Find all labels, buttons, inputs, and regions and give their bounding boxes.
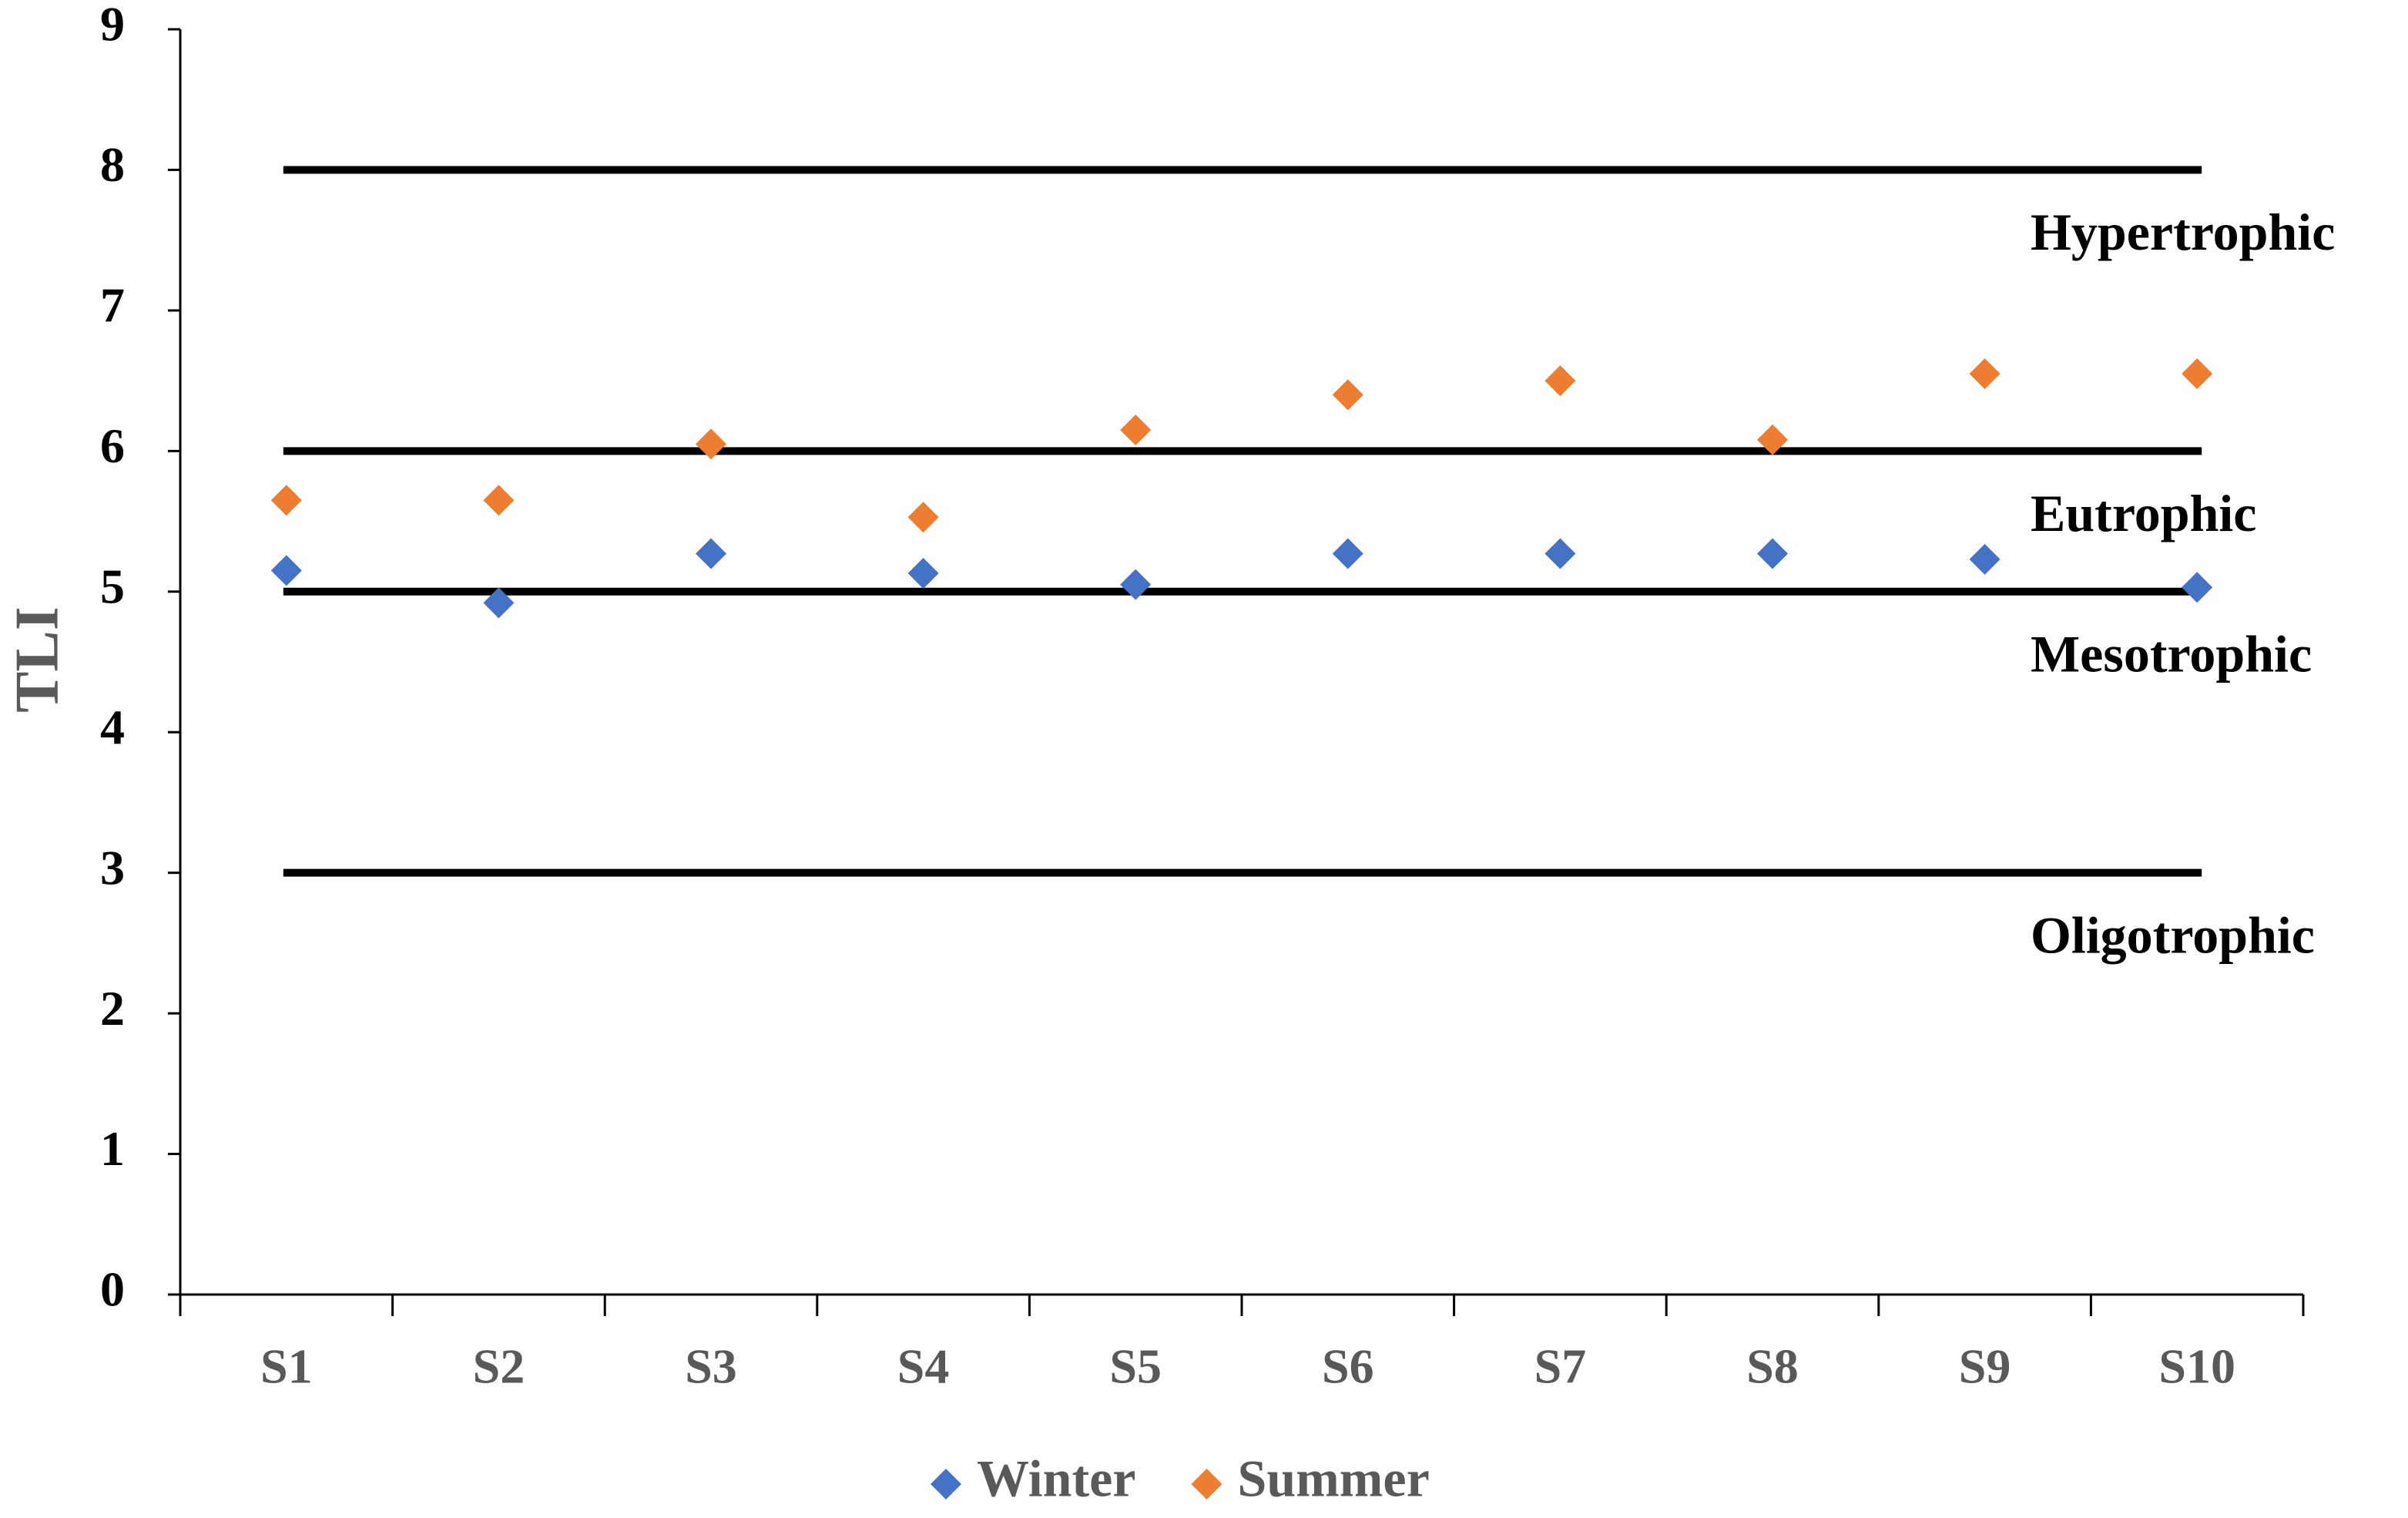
zone-label: Oligotrophic (2031, 905, 2315, 964)
x-tick-label: S6 (1322, 1339, 1374, 1394)
x-tick-label: S8 (1746, 1339, 1799, 1394)
y-tick-label: 8 (100, 137, 125, 192)
data-point (270, 555, 302, 586)
y-tick-label: 2 (100, 981, 125, 1036)
y-tick-label: 9 (100, 0, 125, 52)
data-point (907, 502, 939, 533)
data-point (907, 558, 939, 589)
y-tick-label: 3 (100, 840, 125, 895)
y-tick-label: 1 (100, 1121, 125, 1176)
data-point (2182, 572, 2213, 603)
data-point (1544, 365, 1576, 397)
x-tick-label: S4 (897, 1339, 950, 1394)
legend-marker (1191, 1469, 1222, 1500)
data-point (1120, 414, 1152, 445)
y-tick-label: 0 (100, 1262, 125, 1317)
data-point (483, 587, 515, 619)
data-point (696, 538, 726, 569)
x-tick-label: S7 (1534, 1339, 1587, 1394)
data-point (1544, 538, 1576, 569)
x-tick-label: S10 (2158, 1339, 2235, 1394)
x-tick-label: S3 (685, 1339, 737, 1394)
data-point (1969, 358, 2001, 389)
data-point (270, 485, 302, 516)
data-point (1332, 538, 1363, 569)
data-point (1757, 538, 1788, 569)
data-point (696, 428, 726, 460)
y-axis-label: TLI (3, 606, 71, 713)
data-point (483, 485, 515, 516)
legend-label: Winter (977, 1449, 1136, 1508)
x-tick-label: S9 (1959, 1339, 2011, 1394)
zone-label: Mesotrophic (2031, 624, 2312, 683)
y-tick-label: 4 (100, 700, 125, 754)
zone-label: Eutrophic (2031, 484, 2256, 542)
x-tick-label: S5 (1109, 1339, 1162, 1394)
data-point (1120, 569, 1152, 600)
data-point (1332, 379, 1363, 411)
legend-marker (931, 1469, 961, 1500)
zone-label: Hypertrophic (2031, 203, 2335, 261)
y-tick-label: 5 (100, 559, 125, 613)
legend-label: Summer (1238, 1449, 1430, 1508)
data-point (2182, 358, 2213, 389)
x-tick-label: S2 (473, 1339, 525, 1394)
data-point (1757, 424, 1788, 455)
y-tick-label: 6 (100, 418, 125, 473)
data-point (1969, 543, 2001, 575)
x-tick-label: S1 (260, 1339, 313, 1394)
y-tick-label: 7 (100, 278, 125, 333)
